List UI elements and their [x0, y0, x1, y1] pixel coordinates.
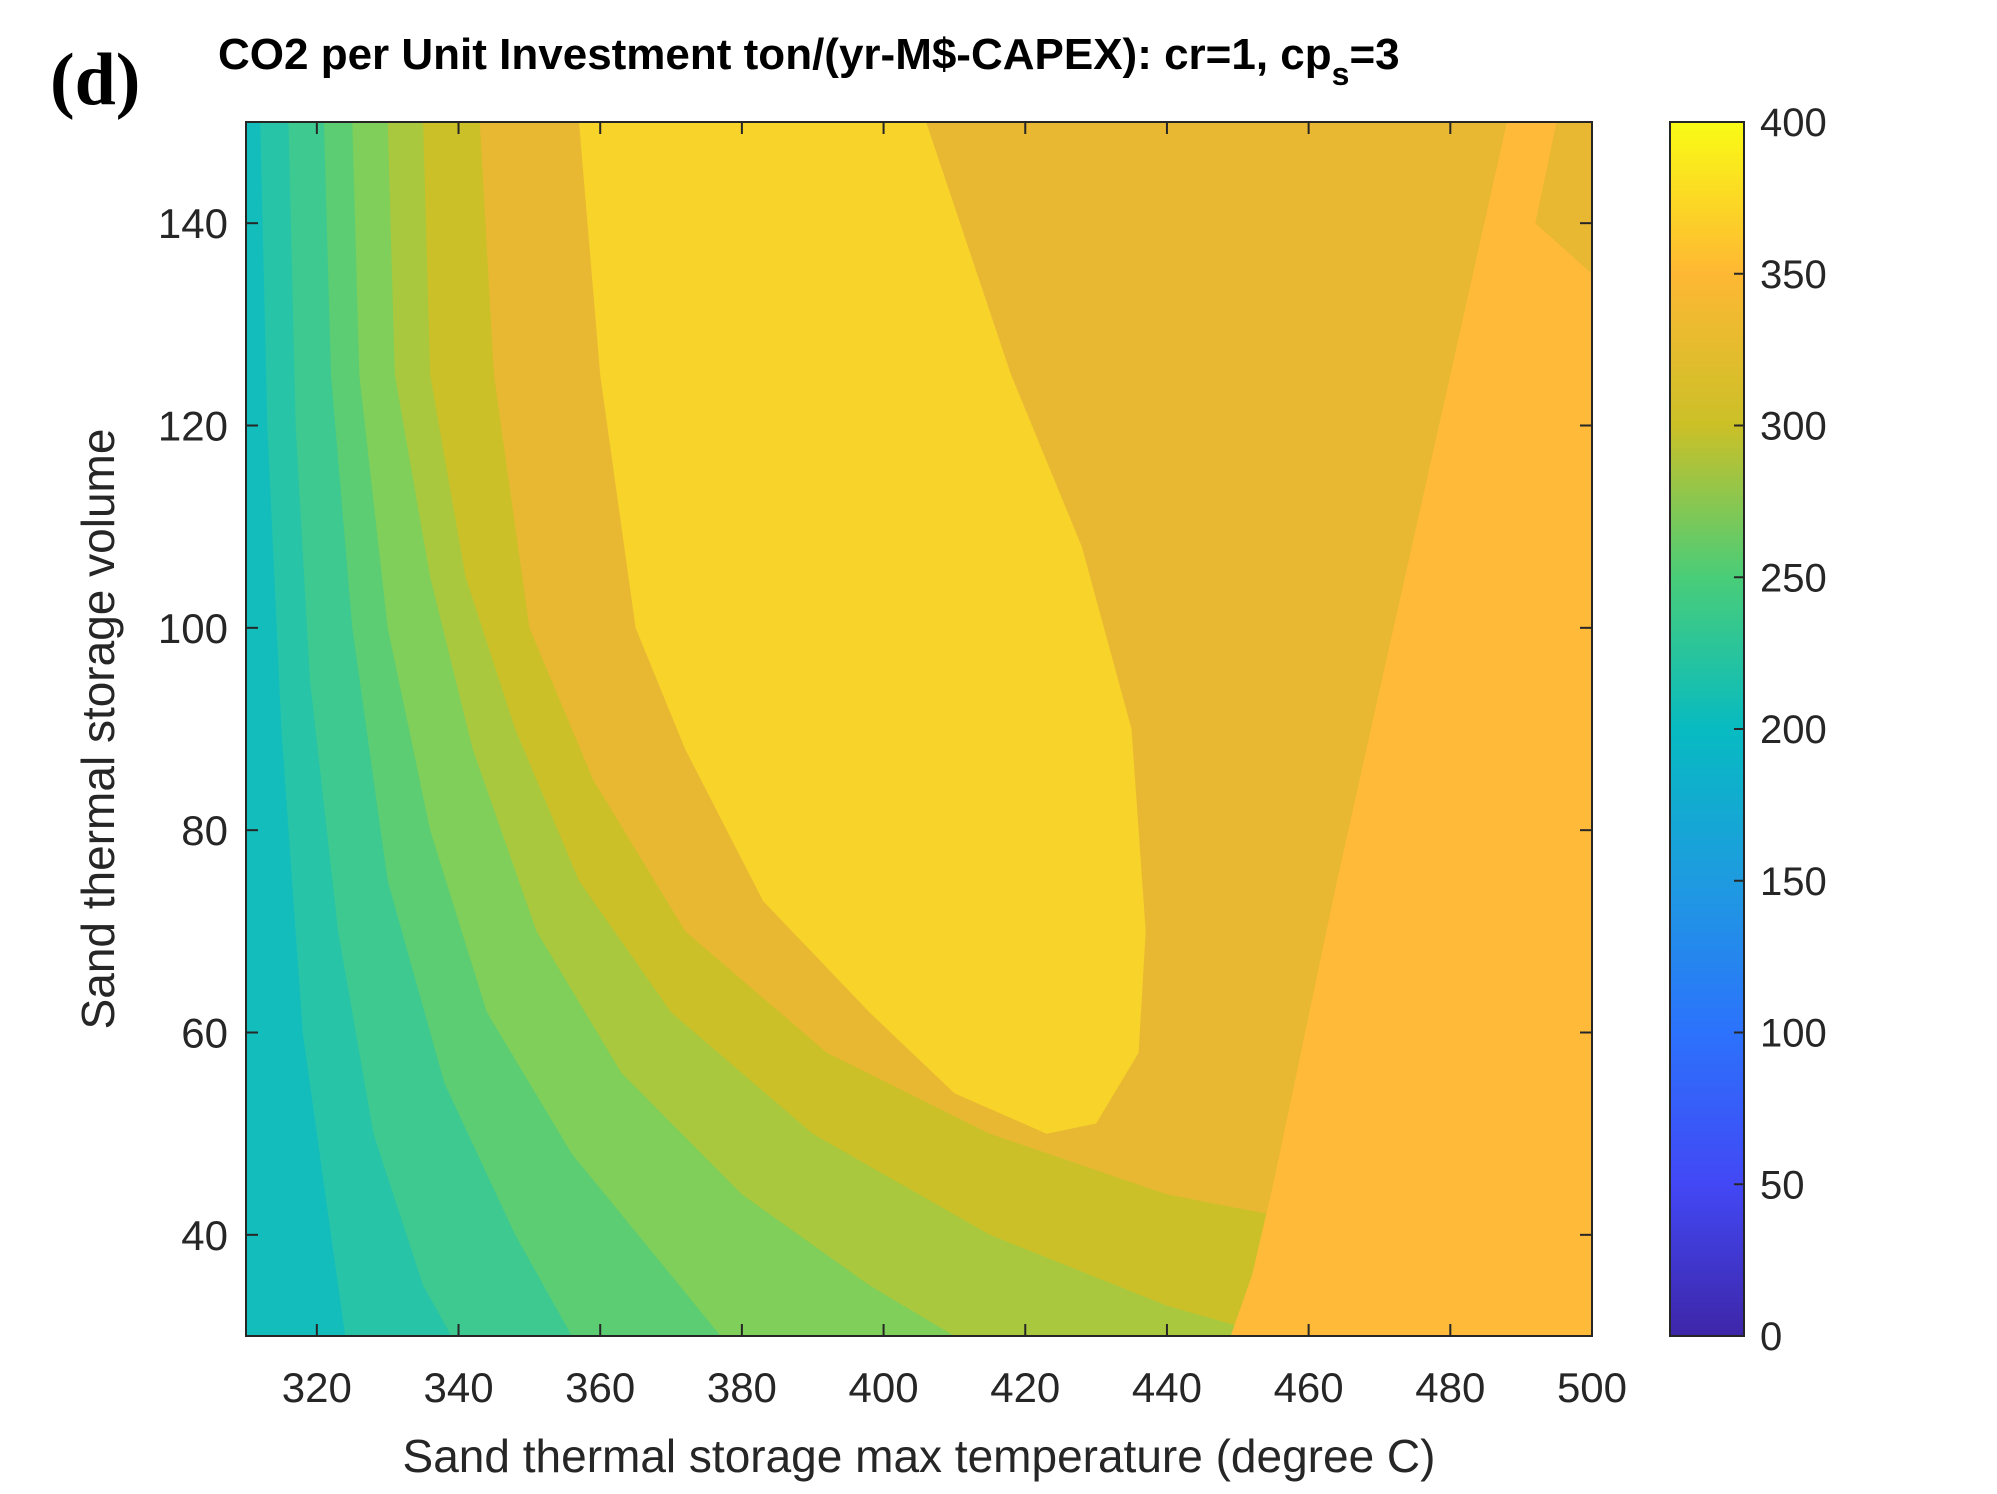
- y-tick-label: 60: [181, 1010, 228, 1057]
- contour-band-edge-340: [1535, 122, 1592, 274]
- colorbar: 0 50 100 150 200 250 300 350 400: [1669, 101, 1827, 1359]
- colorbar-tick-label: 150: [1760, 860, 1827, 904]
- colorbar-tick-label: 350: [1760, 253, 1827, 297]
- contour-band-380: [579, 122, 1146, 1134]
- colorbar-tick-label: 250: [1760, 556, 1827, 600]
- y-tick-label: 100: [158, 605, 228, 652]
- x-tick-label: 380: [707, 1364, 777, 1411]
- y-tick-label: 80: [181, 807, 228, 854]
- x-axis-label: Sand thermal storage max temperature (de…: [403, 1430, 1436, 1482]
- x-tick-label: 420: [990, 1364, 1060, 1411]
- chart-title-suffix: =3: [1349, 30, 1400, 79]
- chart-title-main: CO2 per Unit Investment ton/(yr-M$-CAPEX…: [218, 30, 1332, 79]
- x-tick-label: 500: [1557, 1364, 1627, 1411]
- chart-title-subscript: s: [1331, 55, 1350, 92]
- chart-title: CO2 per Unit Investment ton/(yr-M$-CAPEX…: [218, 30, 1400, 92]
- y-tick-label: 140: [158, 200, 228, 247]
- y-tick-label: 120: [158, 403, 228, 450]
- y-axis-label: Sand thermal storage volume: [72, 429, 124, 1030]
- plot-area: [246, 122, 1592, 1336]
- x-tick-label: 440: [1132, 1364, 1202, 1411]
- x-tick-label: 460: [1274, 1364, 1344, 1411]
- x-axis: 320 340 360 380 400 420 440 460 480 500: [282, 122, 1627, 1411]
- colorbar-tick-label: 100: [1760, 1012, 1827, 1056]
- contour-band-360: [1230, 122, 1592, 1336]
- colorbar-tick-label: 0: [1760, 1315, 1782, 1359]
- x-tick-label: 360: [565, 1364, 635, 1411]
- colorbar-tick-label: 400: [1760, 101, 1827, 145]
- colorbar-tick-label: 200: [1760, 708, 1827, 752]
- y-axis: 40 60 80 100 120 140: [158, 200, 1592, 1259]
- x-tick-label: 400: [849, 1364, 919, 1411]
- colorbar-tick-label: 50: [1760, 1163, 1805, 1207]
- plot-frame: [245, 121, 1593, 1337]
- x-tick-label: 480: [1415, 1364, 1485, 1411]
- y-tick-label: 40: [181, 1212, 228, 1259]
- colorbar-gradient: [1669, 121, 1745, 1337]
- panel-label: (d): [50, 39, 141, 121]
- x-tick-label: 320: [282, 1364, 352, 1411]
- colorbar-tick-label: 300: [1760, 405, 1827, 449]
- x-tick-label: 340: [423, 1364, 493, 1411]
- colorbar-ticks: 0 50 100 150 200 250 300 350 400: [1734, 101, 1827, 1359]
